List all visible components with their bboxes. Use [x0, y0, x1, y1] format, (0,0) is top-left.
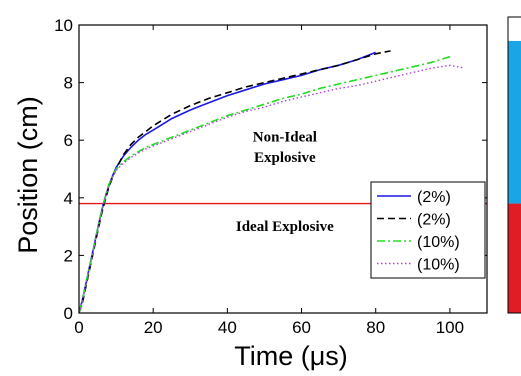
annotations: Non-Ideal Explosive Ideal Explosive [236, 130, 334, 235]
x-tick-label: 40 [218, 318, 237, 337]
annotation-label: Explosive [254, 150, 316, 166]
x-axis-ticks: 0 20 40 60 80 100 [74, 25, 464, 337]
legend-label: (2%) [417, 212, 451, 229]
colorbar [507, 16, 521, 314]
x-tick-label: 100 [436, 318, 464, 337]
x-tick-label: 80 [366, 318, 385, 337]
x-tick-label: 60 [292, 318, 311, 337]
series-line-4 [79, 64, 465, 313]
y-tick-label: 0 [64, 304, 73, 323]
colorbar-segment [508, 203, 521, 313]
y-tick-label: 2 [64, 246, 73, 265]
legend-label: (10%) [417, 257, 460, 274]
legend: (2%) (2%) (10%) (10%) [370, 181, 486, 279]
x-tick-label: 20 [144, 318, 163, 337]
y-tick-label: 10 [54, 16, 73, 35]
series-line-2 [79, 50, 391, 313]
plot-frame [78, 24, 488, 314]
y-axis-title-group: Position (cm) [13, 96, 43, 254]
colorbar-frame [507, 16, 521, 314]
colorbar-segment [508, 40, 521, 204]
legend-box [370, 181, 486, 279]
series-lines [79, 50, 465, 313]
annotation-label: Ideal Explosive [236, 219, 334, 235]
colorbar-segment [508, 25, 521, 41]
legend-label: (10%) [417, 234, 460, 251]
x-axis-title: Time (μs) [234, 341, 348, 371]
legend-label: (2%) [417, 189, 451, 206]
y-axis-title: Position (cm) [13, 96, 43, 254]
y-tick-label: 6 [64, 131, 73, 150]
annotation-label: Non-Ideal [253, 130, 317, 146]
x-tick-label: 0 [74, 318, 83, 337]
y-tick-label: 8 [64, 74, 73, 93]
series-line-3 [79, 55, 451, 313]
y-tick-label: 4 [64, 189, 73, 208]
series-line-1 [79, 51, 376, 313]
